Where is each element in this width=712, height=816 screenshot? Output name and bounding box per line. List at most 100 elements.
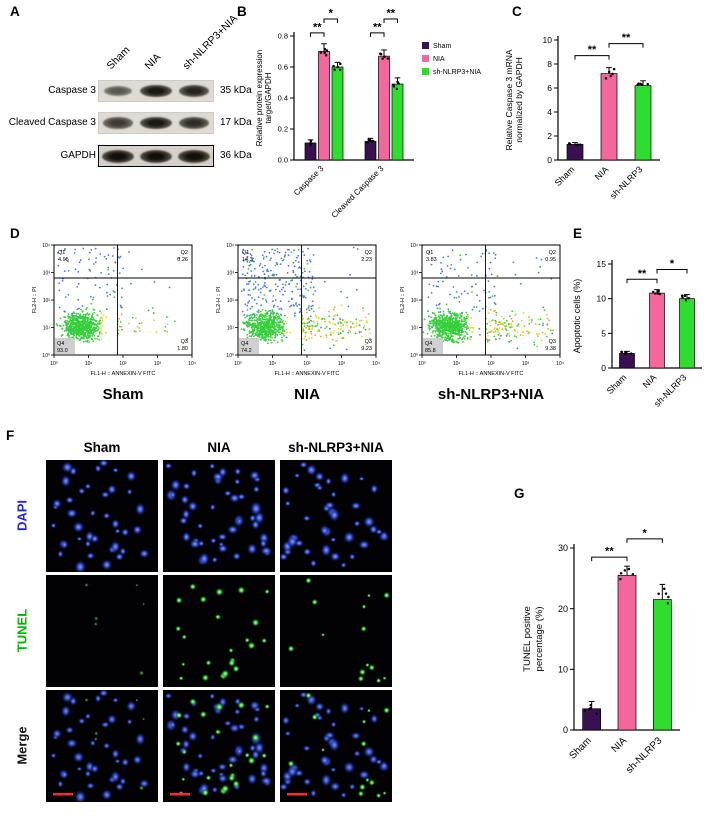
data-point <box>604 77 608 80</box>
quadrant-value-q3: 1.80 <box>177 346 188 352</box>
quadrant-label-q1: Q1 <box>242 250 249 256</box>
y-axis-label: TUNEL positive <box>522 606 533 672</box>
y-tick-label: 10¹ <box>43 325 51 331</box>
tunel-dots <box>84 582 146 676</box>
quadrant-value-q3: 9.38 <box>545 346 556 352</box>
scale-bar <box>170 793 190 796</box>
data-point <box>368 139 371 143</box>
panel-label-b: B <box>237 4 247 19</box>
y-tick-label: 10¹ <box>227 325 235 331</box>
data-point <box>654 292 657 295</box>
blot-strip <box>98 80 214 102</box>
data-point <box>636 83 639 87</box>
quadrant-value-q2: 0.26 <box>177 257 188 263</box>
y-tick-label: 10³ <box>43 270 51 276</box>
x-tick-label: 10⁰ <box>50 361 58 367</box>
y-tick-label: 10⁴ <box>226 243 234 249</box>
quadrant-value-q1: 4.95 <box>58 257 69 263</box>
sig-label: * <box>670 258 675 270</box>
data-point <box>588 707 591 711</box>
panel-label-c: C <box>512 4 522 19</box>
y-axis-label: Relative protein expression <box>255 50 264 147</box>
flow-y-axis-label: FL2-H :: PI <box>400 286 406 313</box>
quadrant-value-q4: 93.0 <box>57 348 68 354</box>
blot-band <box>102 149 134 163</box>
y-tick-label: 4 <box>547 107 552 117</box>
data-point <box>663 587 666 590</box>
sig-bracket <box>656 269 688 274</box>
scatter-points <box>55 247 189 344</box>
y-tick-label: 10² <box>227 298 235 304</box>
micro-image-tunel-sh-NLRP3+NIA <box>280 575 392 687</box>
sig-bracket <box>323 18 338 23</box>
row-label-DAPI: DAPI <box>14 499 30 532</box>
y-tick-label: 10 <box>543 35 553 45</box>
y-tick-label: 10¹ <box>411 325 419 331</box>
quadrant-label-q4: Q4 <box>425 341 432 347</box>
data-point <box>395 87 399 91</box>
data-point <box>623 569 627 572</box>
sig-bracket <box>608 43 644 48</box>
legend-label: Sham <box>433 43 451 50</box>
panel-c-svg: 0 2 4 6 8 10 Relative Caspase 3 mRNA normalized… <box>504 32 660 201</box>
micro-image-dapi-sh-NLRP3+NIA <box>280 460 392 572</box>
flow-x-axis-label: FL1-H :: ANNEXIN-V FITC <box>459 371 524 377</box>
quadrant-label-q3: Q3 <box>181 339 188 345</box>
x-tick-label: 10¹ <box>85 361 93 367</box>
data-point <box>657 292 660 295</box>
y-tick-label: 0 <box>563 725 568 735</box>
data-point <box>309 139 313 143</box>
y-tick-label: 15 <box>597 259 607 269</box>
y-tick-label: 10⁴ <box>410 243 418 249</box>
data-point <box>397 82 400 85</box>
sig-label: ** <box>313 21 322 33</box>
y-tick-label: 10² <box>43 298 51 304</box>
panel-label-a: A <box>10 4 20 19</box>
legend-swatch <box>422 68 429 75</box>
x-tick-label: 10⁴ <box>372 361 380 367</box>
quadrant-label-q3: Q3 <box>549 339 556 345</box>
data-point <box>324 54 328 57</box>
blot-strip <box>98 145 214 167</box>
quadrant-label-q4: Q4 <box>241 341 248 347</box>
y-tick-label: 8 <box>547 59 552 69</box>
y-tick-label: 0.4 <box>278 94 288 103</box>
category-label: sh-NLRP3 <box>624 735 665 776</box>
x-tick-label: 10⁴ <box>556 361 564 367</box>
quadrant-label-q2: Q2 <box>365 250 372 256</box>
data-point <box>624 350 627 354</box>
nuclei <box>50 690 150 802</box>
q4-box <box>55 338 75 354</box>
panel-label-f: F <box>6 428 15 443</box>
nuclei <box>164 692 273 796</box>
data-point <box>583 709 587 713</box>
blot-band <box>178 117 210 129</box>
quadrant-label-q1: Q1 <box>426 250 433 256</box>
tunel-dots <box>175 698 270 797</box>
quadrant-value-q4: 85.8 <box>425 348 436 354</box>
data-point <box>657 289 660 293</box>
quadrant-value-q1: 3.83 <box>426 257 437 263</box>
nuclei <box>280 461 390 569</box>
row-label-TUNEL: TUNEL <box>14 608 30 653</box>
quadrant-value-q3: 9.23 <box>361 346 372 352</box>
y-tick-label: 10³ <box>411 270 419 276</box>
data-point <box>366 141 369 144</box>
chart-tunel-positive-percentage: 0 10 20 30 TUNEL positive percentage (%) Sham N… <box>510 490 712 811</box>
sig-bracket <box>383 18 398 23</box>
y-tick-label: 10⁴ <box>42 243 50 249</box>
tunel-dots <box>287 692 391 799</box>
x-tick-label: 10⁰ <box>418 361 426 367</box>
data-point <box>576 143 580 146</box>
sig-bracket <box>626 278 658 284</box>
y-tick-label: 0.2 <box>278 125 288 134</box>
q4-box <box>239 338 259 354</box>
micro-image-tunel-NIA <box>163 575 275 687</box>
data-point <box>667 595 670 599</box>
data-point <box>684 299 688 302</box>
legend-label: NIA <box>433 56 445 63</box>
data-point <box>646 82 649 86</box>
data-point <box>383 55 386 58</box>
blot-band <box>178 149 210 163</box>
